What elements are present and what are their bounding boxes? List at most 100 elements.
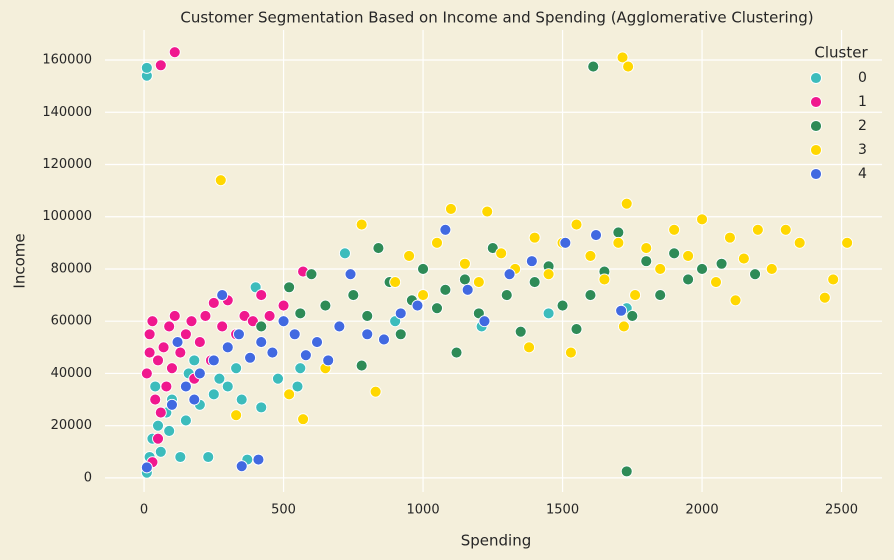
data-point — [723, 231, 736, 244]
data-point — [394, 328, 407, 341]
data-point — [478, 315, 491, 328]
data-point — [503, 268, 516, 281]
y-tick-label: 20000 — [51, 418, 92, 433]
data-point — [528, 276, 541, 288]
data-point — [160, 380, 173, 393]
data-point — [263, 310, 276, 322]
data-point — [369, 385, 382, 398]
data-point — [584, 289, 597, 302]
data-point — [617, 320, 630, 333]
data-point — [640, 255, 653, 268]
data-point — [163, 320, 176, 333]
data-point — [154, 406, 167, 419]
data-point — [668, 223, 681, 236]
y-tick-label: 0 — [84, 470, 92, 485]
x-axis-label: Spending — [461, 532, 532, 550]
data-point — [486, 242, 499, 255]
data-point — [616, 51, 629, 64]
data-point — [149, 380, 162, 393]
y-tick-label: 160000 — [42, 53, 92, 68]
data-point — [207, 296, 220, 309]
data-point — [682, 273, 695, 286]
data-point — [439, 283, 452, 296]
data-point — [140, 461, 153, 474]
legend-label: 0 — [858, 70, 867, 86]
data-point — [626, 310, 639, 322]
data-point — [715, 257, 728, 270]
data-point — [445, 202, 457, 215]
data-point — [166, 362, 178, 375]
data-point — [450, 346, 463, 359]
data-point — [146, 315, 159, 328]
data-point — [378, 333, 390, 346]
data-point — [230, 409, 243, 422]
data-point — [347, 289, 360, 302]
data-point — [394, 307, 407, 320]
legend-marker — [810, 120, 822, 132]
data-point — [214, 174, 227, 187]
data-point — [564, 346, 577, 359]
data-point — [620, 197, 633, 210]
data-point — [291, 380, 304, 393]
data-point — [277, 299, 290, 312]
data-point — [403, 249, 416, 262]
data-point — [244, 351, 257, 364]
data-point — [389, 276, 402, 288]
data-point — [174, 346, 187, 359]
legend-label: 3 — [858, 142, 867, 158]
data-point — [143, 328, 156, 341]
data-point — [152, 354, 164, 367]
data-point — [431, 236, 443, 249]
data-point — [542, 268, 555, 281]
data-point — [622, 60, 635, 73]
data-point — [361, 310, 374, 322]
data-point — [294, 362, 307, 375]
data-point — [193, 367, 206, 380]
data-point — [570, 323, 583, 335]
data-point — [235, 393, 248, 406]
data-point — [338, 247, 351, 260]
data-point — [288, 328, 301, 341]
legend-marker — [810, 168, 822, 180]
data-point — [149, 393, 162, 406]
data-point — [171, 336, 184, 349]
data-point — [154, 445, 167, 458]
data-point — [556, 299, 569, 312]
data-point — [615, 304, 628, 317]
data-point — [612, 226, 625, 239]
data-point — [311, 336, 323, 349]
legend-label: 4 — [858, 166, 867, 182]
data-point — [179, 328, 192, 341]
data-point — [252, 453, 265, 466]
data-point — [765, 263, 778, 275]
data-point — [179, 414, 192, 427]
data-point — [514, 325, 527, 338]
data-point — [355, 359, 368, 372]
y-tick-label: 100000 — [42, 209, 92, 224]
data-point — [439, 223, 452, 236]
data-point — [143, 346, 156, 359]
data-point — [372, 242, 385, 255]
data-point — [654, 289, 667, 302]
data-point — [696, 213, 708, 226]
legend-label: 2 — [858, 118, 867, 134]
data-point — [584, 249, 597, 262]
data-point — [461, 283, 474, 296]
data-point — [179, 380, 192, 393]
data-point — [682, 249, 695, 262]
data-point — [749, 268, 762, 281]
data-point — [629, 289, 642, 302]
data-point — [654, 263, 667, 275]
data-point — [361, 328, 374, 341]
data-point — [216, 289, 229, 302]
data-point — [246, 315, 259, 328]
plot-area — [105, 30, 882, 492]
data-point — [668, 247, 681, 260]
data-point — [185, 315, 198, 328]
data-point — [793, 236, 806, 249]
data-point — [528, 231, 541, 244]
y-axis-label: Income — [11, 233, 29, 288]
data-point — [188, 354, 201, 367]
data-point — [232, 328, 245, 341]
